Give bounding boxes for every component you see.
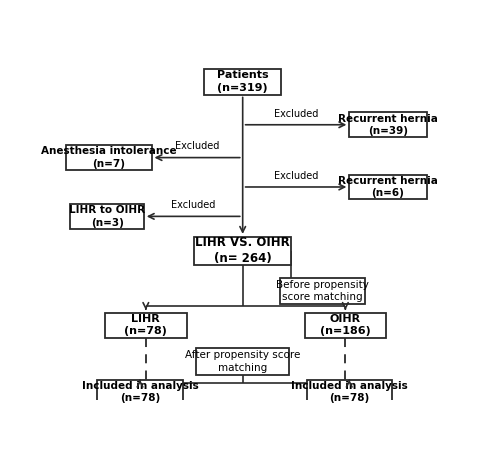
FancyBboxPatch shape: [98, 379, 182, 405]
Text: LIHR
(n=78): LIHR (n=78): [124, 314, 167, 336]
FancyBboxPatch shape: [304, 313, 386, 338]
Text: Anesthesia intolerance
(n=7): Anesthesia intolerance (n=7): [41, 146, 177, 169]
Text: Recurrent hernia
(n=39): Recurrent hernia (n=39): [338, 114, 438, 136]
FancyBboxPatch shape: [306, 379, 392, 405]
FancyBboxPatch shape: [196, 348, 289, 375]
Text: Included in analysis
(n=78): Included in analysis (n=78): [291, 381, 408, 403]
FancyBboxPatch shape: [70, 204, 144, 229]
FancyBboxPatch shape: [105, 313, 186, 338]
Text: LIHR to OIHR
(n=3): LIHR to OIHR (n=3): [69, 205, 145, 228]
FancyBboxPatch shape: [349, 175, 427, 199]
Text: OIHR
(n=186): OIHR (n=186): [320, 314, 371, 336]
Text: Excluded: Excluded: [175, 141, 220, 151]
Text: Excluded: Excluded: [274, 171, 318, 181]
Text: After propensity score
matching: After propensity score matching: [185, 350, 300, 373]
FancyBboxPatch shape: [349, 112, 427, 137]
FancyBboxPatch shape: [204, 69, 282, 94]
Text: Included in analysis
(n=78): Included in analysis (n=78): [82, 381, 198, 403]
Text: Excluded: Excluded: [274, 109, 318, 119]
Text: Recurrent hernia
(n=6): Recurrent hernia (n=6): [338, 176, 438, 198]
FancyBboxPatch shape: [280, 277, 365, 304]
FancyBboxPatch shape: [66, 145, 152, 170]
Text: Patients
(n=319): Patients (n=319): [217, 70, 268, 93]
Text: LIHR VS. OIHR
(n= 264): LIHR VS. OIHR (n= 264): [196, 237, 290, 265]
Text: Before propensity
score matching: Before propensity score matching: [276, 280, 368, 302]
FancyBboxPatch shape: [194, 237, 291, 265]
Text: Excluded: Excluded: [171, 200, 216, 210]
